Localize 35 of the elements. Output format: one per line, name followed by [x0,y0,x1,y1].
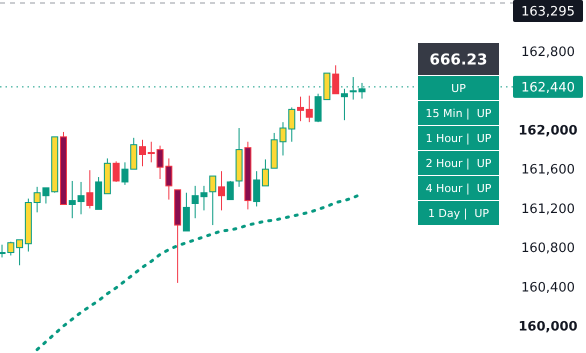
text: 666.23 [430,50,488,68]
candlestick [279,122,286,156]
candlestick [306,95,313,123]
text: 2 Hour | UP [426,156,492,170]
candlestick [253,170,260,207]
candlestick [139,139,146,167]
candlestick [0,244,6,258]
candlestick [112,160,120,182]
ref-line-label: 162,440 [521,80,575,96]
candlestick [297,96,304,122]
candlestick [340,88,348,121]
text: 15 Min | UP [426,106,492,120]
text: UP [451,82,466,95]
y-tick-label: 160,400 [521,280,575,296]
candlestick [200,185,208,211]
candlestick [86,170,94,209]
y-tick-label: 160,000 [518,320,578,335]
candlestick [165,158,172,200]
candlestick [288,106,296,142]
y-tick-label: 160,800 [521,241,575,256]
candlestick [226,180,234,200]
ref-line-label: 163,295 [521,4,575,20]
candlestick [192,185,199,219]
candlestick [209,176,216,226]
y-tick-label: 162,800 [521,45,575,60]
candlestick [218,170,226,211]
candlestick [262,158,269,186]
text: 4 Hour | UP [426,182,492,195]
y-tick-label: 161,600 [521,162,575,178]
text: 1 Hour | UP [426,132,492,145]
candlestick [182,192,190,232]
candlestick [332,64,340,94]
y-tick-label: 161,200 [521,202,575,217]
y-tick-label: 162,000 [518,124,578,139]
text: 1 Day | UP [428,206,490,220]
